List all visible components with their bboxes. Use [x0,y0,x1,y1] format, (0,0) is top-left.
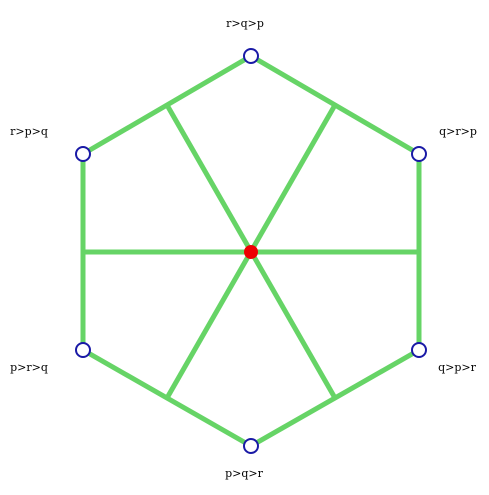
label-lower-right: q>p>r [438,361,477,374]
vertex-upper-left [75,146,91,162]
vertex-upper-right [411,146,427,162]
label-upper-left: r>p>q [10,125,48,138]
label-upper-right: q>r>p [439,125,477,138]
vertex-labels: r>q>p r>p>q q>r>p p>r>q q>p>r p>q>r [10,17,477,480]
label-top: r>q>p [226,17,264,30]
vertex-top [243,48,259,64]
vertices [75,48,427,454]
vertex-bottom [243,438,259,454]
label-lower-left: p>r>q [10,361,48,374]
vertex-lower-right [411,342,427,358]
label-bottom: p>q>r [225,467,264,480]
center-point [244,245,258,259]
vertex-lower-left [75,342,91,358]
